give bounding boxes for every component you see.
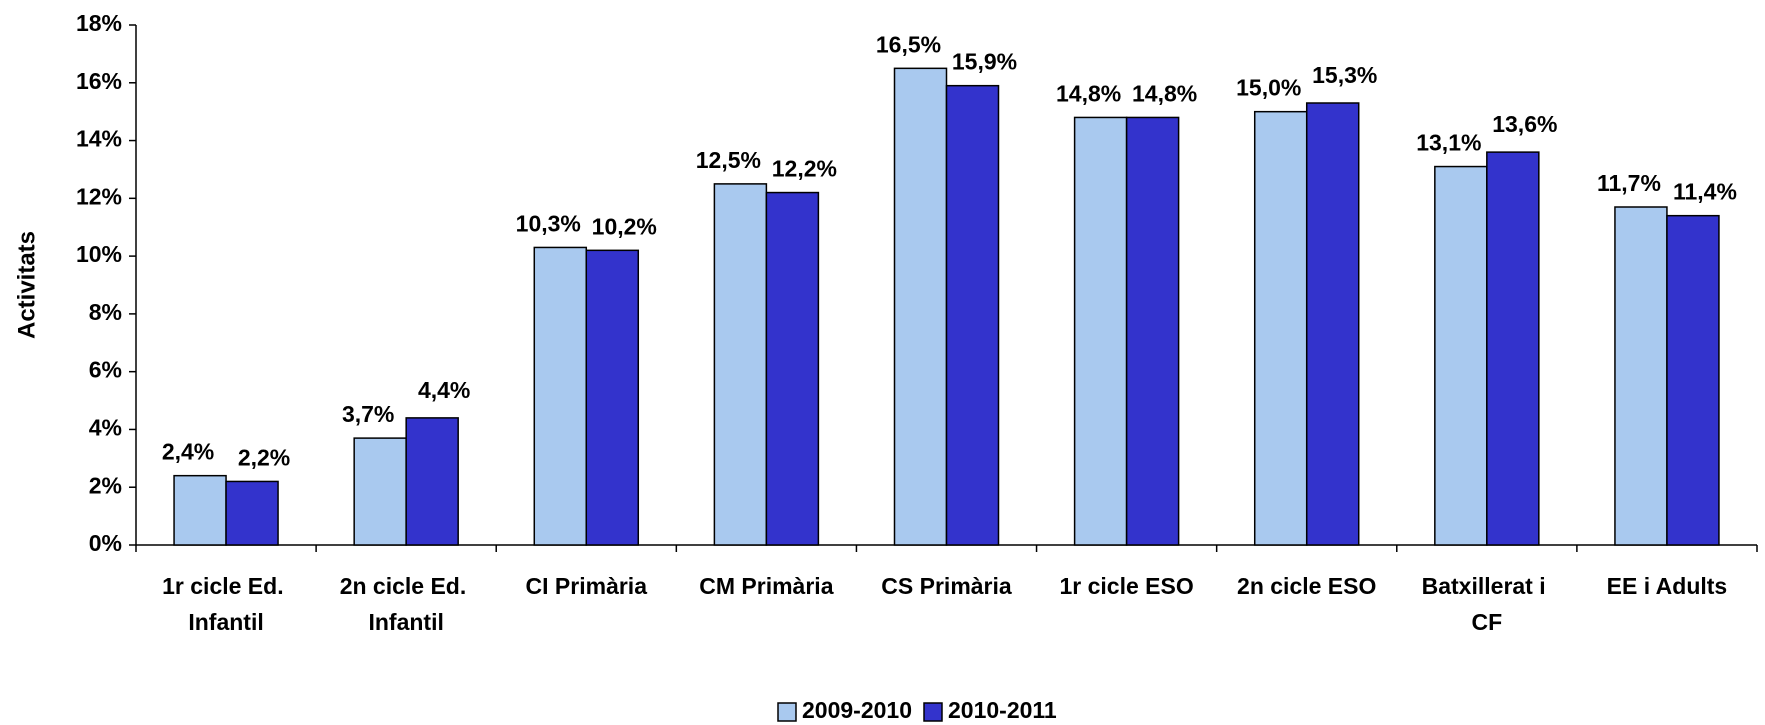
bar (1614, 206, 1668, 546)
value-label: 2,4% (162, 439, 214, 465)
value-label: 15,9% (952, 49, 1017, 75)
bar (1434, 165, 1488, 546)
y-tick-label: 12% (76, 183, 122, 209)
x-tick-label: CI Primària (526, 573, 648, 599)
y-tick-label: 6% (89, 357, 122, 383)
value-label: 4,4% (418, 377, 470, 403)
bar (225, 480, 279, 546)
y-tick-label: 10% (76, 241, 122, 267)
y-axis-label: Activitats (13, 231, 40, 339)
bar (1666, 214, 1720, 546)
y-tick-label: 4% (89, 415, 122, 441)
legend-label: 2009-2010 (802, 697, 912, 723)
y-tick-label: 18% (76, 10, 122, 36)
bar (1073, 116, 1128, 546)
value-label: 13,6% (1492, 111, 1557, 137)
value-label: 15,0% (1236, 75, 1301, 101)
value-label: 12,5% (696, 147, 761, 173)
value-label: 15,3% (1312, 62, 1377, 88)
legend-label: 2010-2011 (948, 697, 1057, 723)
x-tick-label: 2n cicle Ed. Infantil (340, 573, 473, 635)
value-label: 13,1% (1416, 130, 1481, 156)
bar (1305, 102, 1360, 546)
x-tick-label: 1r cicle ESO (1059, 573, 1193, 599)
bar (893, 67, 948, 546)
value-label: 14,8% (1056, 81, 1121, 107)
y-tick-label: 14% (76, 126, 122, 152)
value-label: 2,2% (238, 445, 290, 471)
bar (945, 84, 1000, 546)
bar (713, 183, 768, 546)
bar (765, 191, 820, 546)
x-tick-label: EE i Adults (1607, 573, 1728, 599)
legend-swatch (923, 702, 943, 722)
value-label: 11,4% (1673, 179, 1737, 205)
x-tick-label: 1r cicle Ed. Infantil (162, 573, 290, 635)
bar (173, 474, 227, 546)
y-tick-label: 8% (89, 299, 122, 325)
value-label: 10,2% (592, 213, 657, 239)
bar (405, 417, 459, 546)
y-tick-label: 0% (89, 530, 122, 556)
x-tick-label: CS Primària (881, 573, 1012, 599)
value-label: 11,7% (1597, 170, 1661, 196)
bar (533, 246, 588, 546)
y-tick-label: 2% (89, 472, 122, 498)
x-tick-label: Batxillerat i CF (1422, 573, 1552, 635)
value-label: 12,2% (772, 156, 837, 182)
x-tick-label: CM Primària (699, 573, 833, 599)
value-label: 3,7% (342, 401, 394, 427)
value-label: 14,8% (1132, 81, 1197, 107)
x-tick-label: 2n cicle ESO (1237, 573, 1376, 599)
bar (353, 437, 407, 546)
y-tick-label: 16% (76, 68, 122, 94)
legend-swatch (777, 702, 797, 722)
value-label: 10,3% (516, 211, 581, 237)
bar (1486, 151, 1540, 546)
value-label: 16,5% (876, 31, 941, 57)
bar (1125, 116, 1180, 546)
bar (1253, 110, 1308, 546)
bar (585, 249, 640, 546)
